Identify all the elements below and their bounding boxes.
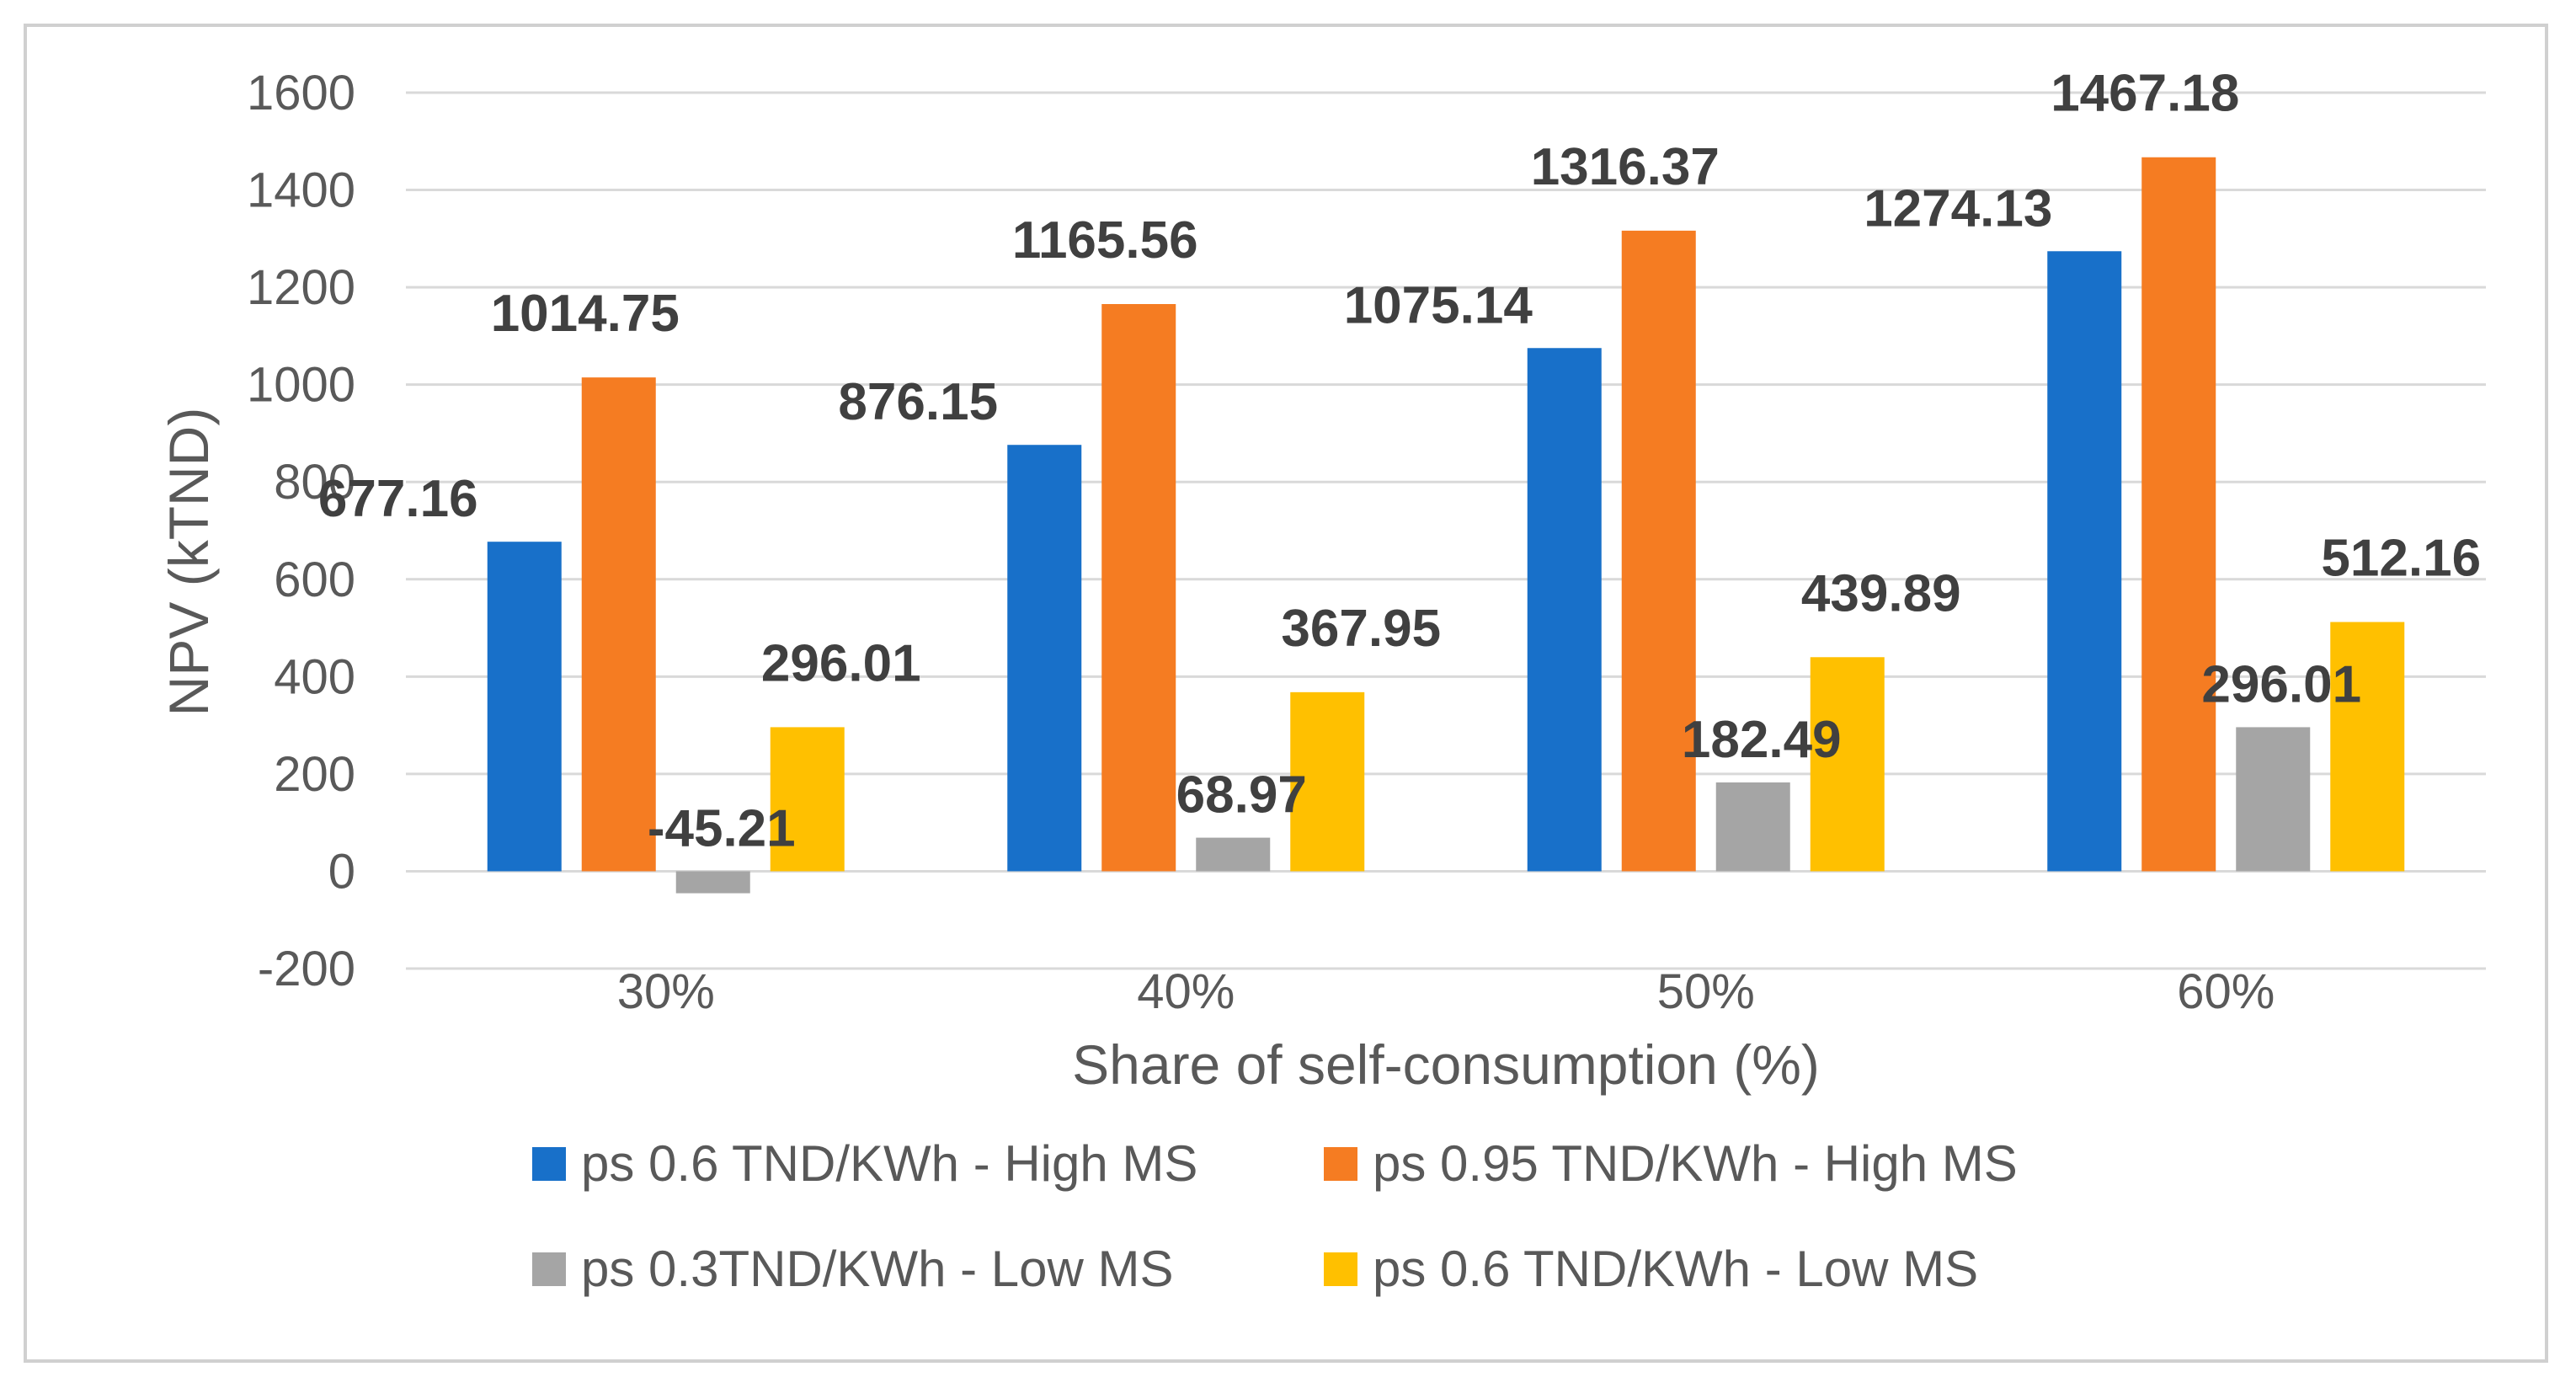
legend-label: ps 0.6 TND/KWh - High MS [581, 1135, 1197, 1192]
bar [1101, 304, 1176, 872]
bar [2047, 251, 2122, 872]
y-axis-title: NPV (kTND) [157, 408, 220, 717]
y-tick-label: 400 [274, 649, 355, 704]
legend-swatch [1324, 1147, 1357, 1181]
bar [1527, 348, 1602, 872]
legend-label: ps 0.6 TND/KWh - Low MS [1373, 1241, 1978, 1297]
gridlines [406, 91, 2486, 970]
y-tick-label: 1200 [247, 260, 355, 315]
bar [1290, 691, 1365, 872]
data-label: 1467.18 [2051, 65, 2239, 123]
data-label: 1014.75 [491, 285, 680, 343]
bar [1007, 445, 1082, 872]
bar [675, 871, 750, 894]
x-axis-ticks: 30% 40% 50% 60% [617, 964, 2275, 1019]
y-tick-label: 200 [274, 747, 355, 802]
legend-label: ps 0.95 TND/KWh - High MS [1373, 1135, 2018, 1192]
y-tick-label: 600 [274, 553, 355, 607]
legend-swatch [532, 1252, 566, 1286]
data-label: 182.49 [1682, 711, 1842, 769]
x-tick-label: 30% [617, 964, 715, 1019]
x-tick-label: 40% [1137, 964, 1235, 1019]
data-label: 367.95 [1281, 600, 1441, 658]
x-tick-label: 50% [1657, 964, 1755, 1019]
y-tick-label: 1400 [247, 163, 355, 218]
chart-frame: -200 0 200 400 600 800 1000 1200 1400 1600 677.16… [24, 24, 2548, 1363]
y-tick-label: 1600 [247, 66, 355, 120]
legend-item: ps 0.6 TND/KWh - High MS [532, 1135, 1197, 1192]
bar [2330, 622, 2405, 872]
y-axis-ticks: -200 0 200 400 600 800 1000 1200 1400 1600 [247, 66, 355, 996]
bar-chart: -200 0 200 400 600 800 1000 1200 1400 1600 677.16… [157, 65, 2486, 1297]
bar [1715, 782, 1790, 872]
y-tick-label: 1000 [247, 358, 355, 413]
bars [487, 157, 2405, 894]
bar [1621, 230, 1696, 872]
bar [487, 542, 562, 872]
data-label: 1075.14 [1344, 276, 1533, 334]
bar [2141, 157, 2216, 872]
y-tick-label: 0 [328, 844, 355, 899]
bar [770, 727, 845, 872]
bar [581, 377, 656, 872]
y-tick-label: -200 [258, 942, 355, 996]
legend-item: ps 0.95 TND/KWh - High MS [1324, 1135, 2018, 1192]
data-label: 439.89 [1801, 564, 1961, 622]
data-label: 677.16 [318, 470, 478, 528]
data-labels: 677.16 1014.75 -45.21 296.01 876.15 1165.56 68… [318, 65, 2481, 858]
x-axis-title: Share of self-consumption (%) [1072, 1033, 1820, 1096]
data-label: 296.01 [761, 634, 921, 692]
legend-label: ps 0.3TND/KWh - Low MS [581, 1241, 1174, 1297]
data-label: 1165.56 [1012, 211, 1198, 270]
bar [1810, 657, 1885, 872]
legend-swatch [532, 1147, 566, 1181]
data-label: 296.01 [2201, 655, 2361, 713]
data-label: 1274.13 [1864, 179, 2052, 238]
legend-swatch [1324, 1252, 1357, 1286]
data-label: 876.15 [838, 373, 998, 431]
bar [2236, 727, 2311, 872]
legend-item: ps 0.6 TND/KWh - Low MS [1324, 1241, 1978, 1297]
legend: ps 0.6 TND/KWh - High MS ps 0.95 TND/KWh … [532, 1135, 2018, 1297]
bar [1196, 837, 1271, 872]
data-label: 512.16 [2321, 530, 2481, 588]
data-label: 68.97 [1176, 766, 1307, 825]
y-tick-label: 800 [274, 455, 355, 510]
data-label: 1316.37 [1531, 138, 1720, 196]
legend-item: ps 0.3TND/KWh - Low MS [532, 1241, 1174, 1297]
x-tick-label: 60% [2177, 964, 2275, 1019]
data-label: -45.21 [648, 799, 796, 857]
